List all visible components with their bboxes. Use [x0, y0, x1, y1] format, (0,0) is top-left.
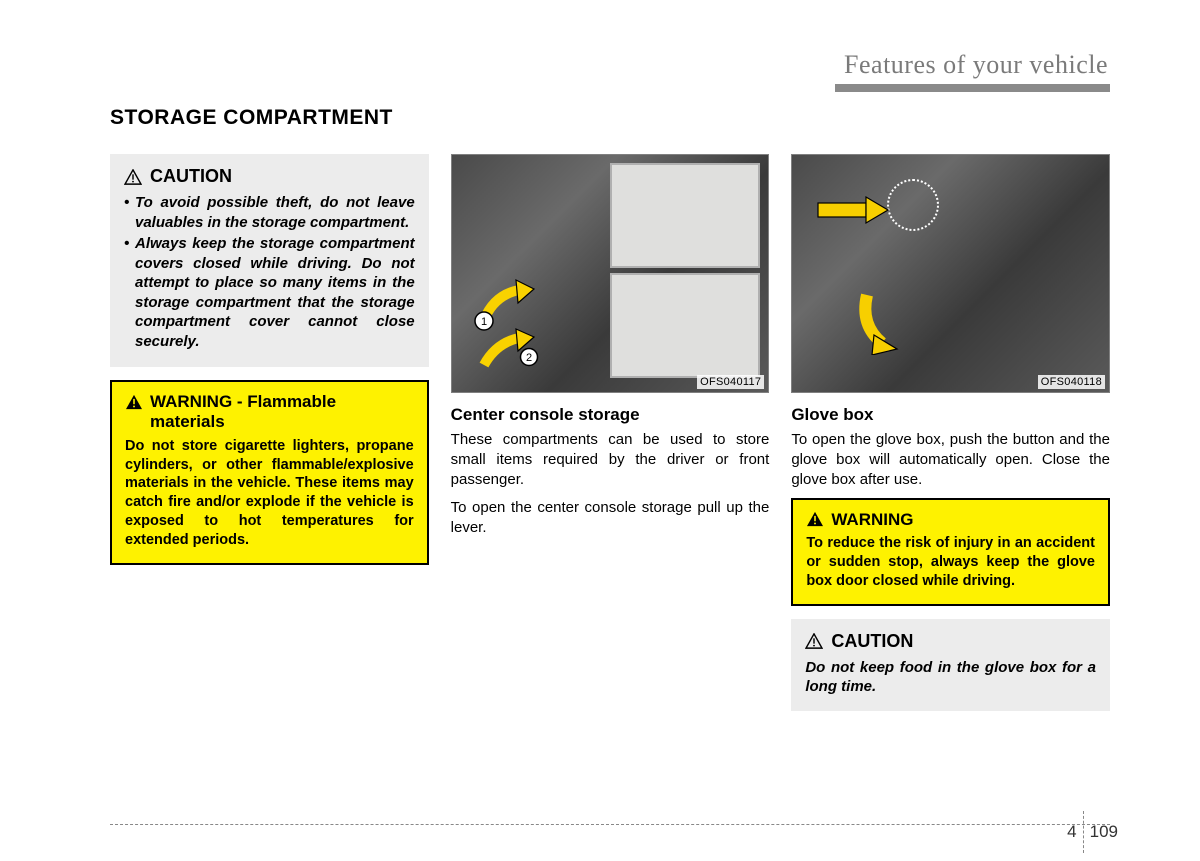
dotted-circle-icon — [887, 179, 939, 231]
warning-title-row: WARNING - Flammable materials — [125, 392, 414, 433]
arrow-icon — [810, 193, 890, 227]
header: Features of your vehicle STORAGE COMPART… — [110, 50, 1110, 130]
figure-inset — [610, 163, 760, 268]
section-heading: Features of your vehicle — [110, 50, 1110, 80]
content-columns: CAUTION To avoid possible theft, do not … — [110, 154, 1110, 724]
caution-food-label: CAUTION — [831, 631, 913, 652]
caution-food-body: Do not keep food in the glove box for a … — [805, 658, 1096, 697]
caution-title-row: CAUTION — [805, 631, 1096, 652]
arrow-icon: 2 — [474, 325, 544, 380]
center-console-figure: 1 2 OFS040117 — [451, 154, 770, 393]
warning-triangle-icon — [125, 394, 143, 410]
caution-triangle-icon — [124, 169, 142, 185]
center-console-subhead: Center console storage — [451, 405, 770, 425]
caution-item: Always keep the storage compartment cove… — [124, 234, 415, 351]
caution-box-food: CAUTION Do not keep food in the glove bo… — [791, 619, 1110, 711]
header-rule — [835, 84, 1110, 92]
figure-inset — [610, 273, 760, 378]
footer-rule — [110, 824, 1110, 825]
caution-title-row: CAUTION — [124, 166, 415, 187]
caution-item: To avoid possible theft, do not leave va… — [124, 193, 415, 232]
page-number-value: 109 — [1090, 822, 1118, 842]
warning-triangle-icon — [806, 511, 824, 527]
svg-text:2: 2 — [526, 352, 532, 364]
caution-box: CAUTION To avoid possible theft, do not … — [110, 154, 429, 367]
glove-box-p1: To open the glove box, push the button a… — [791, 430, 1110, 490]
page-title: STORAGE COMPARTMENT — [110, 106, 1110, 130]
center-console-p2: To open the center console storage pull … — [451, 498, 770, 538]
center-console-p1: These compartments can be used to store … — [451, 430, 770, 490]
warning-box-flammable: WARNING - Flammable materials Do not sto… — [110, 380, 429, 565]
caution-label: CAUTION — [150, 166, 232, 187]
column-right: OFS040118 Glove box To open the glove bo… — [791, 154, 1110, 724]
warning-box-glove: WARNING To reduce the risk of injury in … — [791, 498, 1110, 606]
page-footer: 4 109 — [0, 824, 1200, 825]
caution-triangle-icon — [805, 633, 823, 649]
warning-glove-label: WARNING — [831, 510, 913, 530]
page-number: 4 109 — [1067, 811, 1118, 853]
warning-flammable-label: WARNING - Flammable materials — [150, 392, 414, 433]
column-center: 1 2 OFS040117 Center console storage The… — [451, 154, 770, 724]
arrow-icon — [852, 285, 932, 355]
glove-box-figure: OFS040118 — [791, 154, 1110, 393]
warning-title-row: WARNING — [806, 510, 1095, 530]
page-container: Features of your vehicle STORAGE COMPART… — [0, 0, 1200, 724]
caution-body: To avoid possible theft, do not leave va… — [124, 193, 415, 351]
glove-box-subhead: Glove box — [791, 405, 1110, 425]
warning-glove-body: To reduce the risk of injury in an accid… — [806, 534, 1095, 591]
figure-tag: OFS040118 — [1038, 375, 1105, 389]
warning-flammable-body: Do not store cigarette lighters, propane… — [125, 437, 414, 550]
pagenum-separator — [1083, 811, 1084, 853]
chapter-number: 4 — [1067, 822, 1076, 842]
figure-tag: OFS040117 — [697, 375, 764, 389]
column-left: CAUTION To avoid possible theft, do not … — [110, 154, 429, 724]
